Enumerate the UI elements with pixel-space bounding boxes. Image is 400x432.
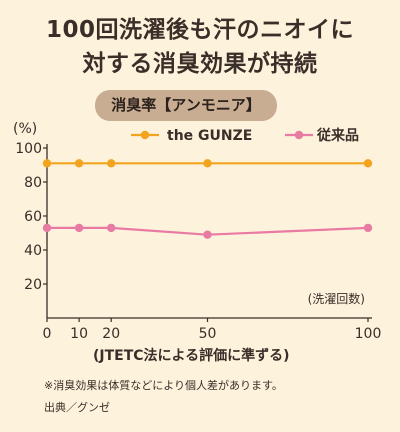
y-tick-label: 40 xyxy=(24,243,42,259)
data-point-series-1 xyxy=(42,159,52,168)
data-point-series-1 xyxy=(203,159,212,168)
data-point-series-2 xyxy=(74,223,84,233)
legend-label-2: 従来品 xyxy=(316,127,359,144)
y-tick-label: 20 xyxy=(24,277,42,293)
data-point-series-1 xyxy=(74,159,84,168)
legend-marker-2 xyxy=(294,130,304,140)
legend-marker-1 xyxy=(140,130,150,140)
chart-subtitle-pill: 消臭率【アンモニア】 xyxy=(95,90,277,121)
data-point-series-2 xyxy=(203,230,212,239)
x-tick-label: 20 xyxy=(102,326,120,342)
chart-title-line2: 対する消臭効果が持続 xyxy=(82,51,318,77)
data-point-series-1 xyxy=(363,159,373,168)
x-tick-label: 10 xyxy=(70,326,88,342)
data-point-series-2 xyxy=(107,223,116,233)
data-point-series-2 xyxy=(42,223,52,233)
x-tick-label: 0 xyxy=(43,326,52,342)
footnote: ※消臭効果は体質などにより個人差があります。 xyxy=(44,379,283,392)
source-note: 出典／グンゼ xyxy=(44,401,110,414)
legend-label-1: the GUNZE xyxy=(167,128,252,144)
y-axis-label: (%) xyxy=(13,121,37,137)
x-axis-label: (JTETC法による評価に準ずる) xyxy=(93,347,290,364)
x-tick-label: 100 xyxy=(355,326,382,342)
y-tick-label: 80 xyxy=(24,175,42,191)
data-point-series-1 xyxy=(107,159,116,168)
y-tick-label: 100 xyxy=(15,141,42,157)
y-tick-label: 60 xyxy=(24,209,42,225)
chart-title-line1: 100回洗濯後も汗のニオイに xyxy=(45,17,354,43)
x-tick-label: 50 xyxy=(199,326,217,342)
x-axis-annotation: (洗濯回数) xyxy=(308,291,365,306)
data-point-series-2 xyxy=(363,223,373,233)
